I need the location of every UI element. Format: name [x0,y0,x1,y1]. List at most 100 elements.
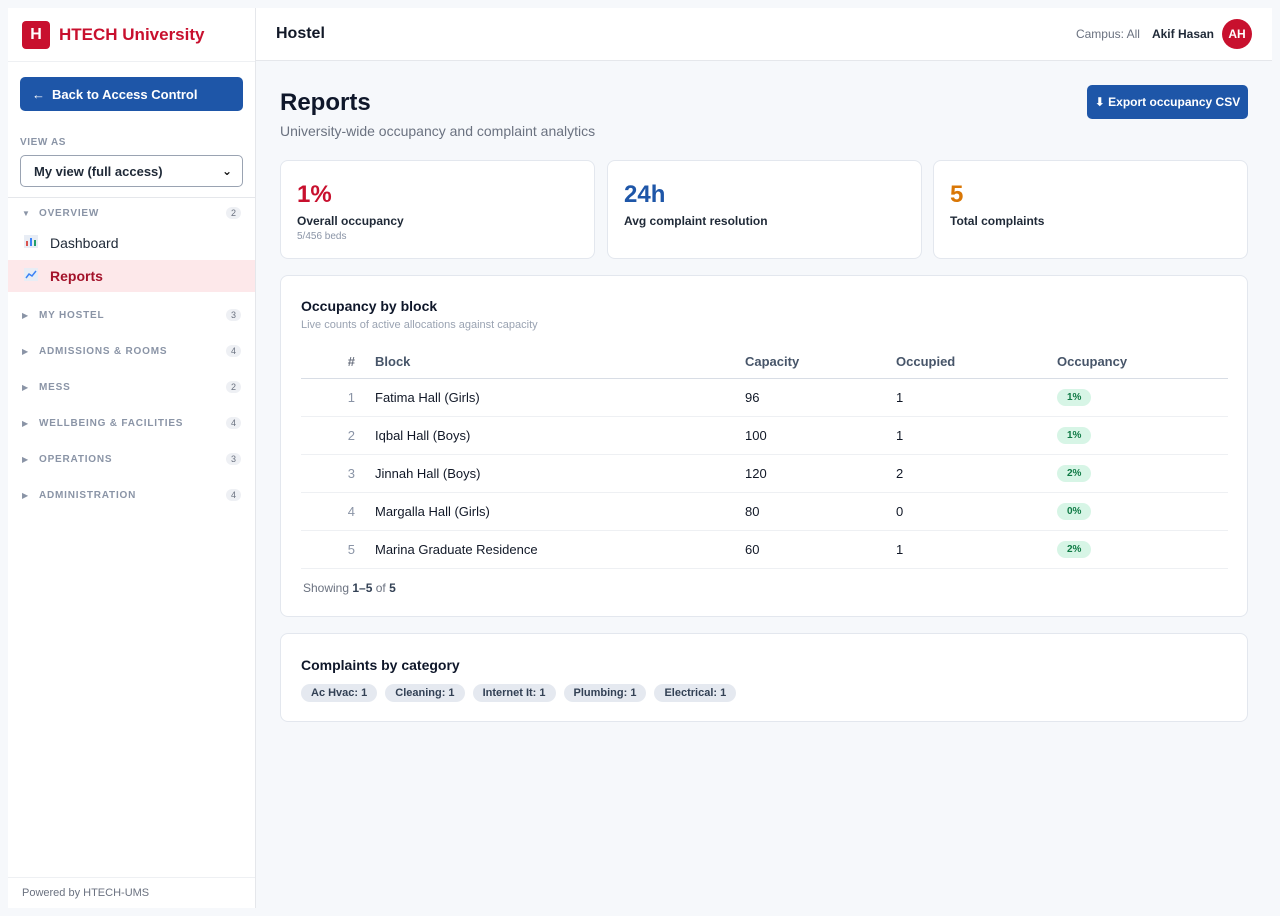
table-row[interactable]: 3 Jinnah Hall (Boys) 120 2 2% [301,454,1228,493]
capacity: 80 [745,492,896,531]
nav-group-wellbeing-facilities[interactable]: ▶ WELLBEING & FACILITIES 4 [8,413,255,433]
caret-down-icon: ▼ [22,208,30,218]
back-to-access-control-button[interactable]: ← Back to Access Control [20,77,243,111]
occupancy-badge: 0% [1057,503,1092,520]
caret-right-icon: ▶ [22,382,29,392]
column-header-capacity[interactable]: Capacity [745,346,896,379]
sidebar-item-label: Reports [50,268,103,284]
page-title: Reports [280,89,371,116]
occupied: 1 [896,530,1057,569]
nav-group-label: MESS [39,381,71,393]
table-row[interactable]: 1 Fatima Hall (Girls) 96 1 1% [301,378,1228,417]
column-header-occupancy[interactable]: Occupancy [1057,346,1228,379]
sidebar-item-dashboard[interactable]: Dashboard [8,227,255,259]
back-button-label: Back to Access Control [52,86,198,102]
avatar[interactable]: AH [1222,19,1252,49]
table-row[interactable]: 2 Iqbal Hall (Boys) 100 1 1% [301,416,1228,455]
page-subtitle: University-wide occupancy and complaint … [280,123,596,139]
stat-sub: 5/456 beds [297,231,347,242]
sidebar: H HTECH University ← Back to Access Cont… [8,8,256,908]
user-name[interactable]: Akif Hasan [1151,27,1214,41]
nav-group-count: 3 [225,453,241,465]
row-number: 4 [301,492,375,531]
block-name: Margalla Hall (Girls) [375,492,745,531]
nav-group-label: MY HOSTEL [39,309,105,321]
showing-prefix: Showing [303,581,353,595]
occupancy-cell: 0% [1057,492,1228,531]
column-header-occupied[interactable]: Occupied [896,346,1057,379]
block-name: Fatima Hall (Girls) [375,378,745,417]
line-chart-icon [24,268,50,284]
sidebar-item-reports[interactable]: Reports [8,260,255,292]
occupancy-badge: 1% [1057,427,1092,444]
occupied: 1 [896,378,1057,417]
nav-group-count: 4 [225,489,241,501]
nav-group-my-hostel[interactable]: ▶ MY HOSTEL 3 [8,305,255,325]
showing-range: 1–5 [352,581,373,595]
capacity: 60 [745,530,896,569]
powered-by: Powered by HTECH-UMS [8,877,255,899]
chevron-down-icon: ⌄ [221,164,232,178]
nav-group-admissions-rooms[interactable]: ▶ ADMISSIONS & ROOMS 4 [8,341,255,361]
caret-right-icon: ▶ [22,454,29,464]
card-title: Occupancy by block [301,298,438,314]
block-name: Marina Graduate Residence [375,530,745,569]
nav-group-count: 4 [225,417,241,429]
nav-group-label: OVERVIEW [39,207,100,219]
nav-group-administration[interactable]: ▶ ADMINISTRATION 4 [8,485,255,505]
occupancy-cell: 2% [1057,454,1228,493]
complaint-tag: Electrical: 1 [654,684,737,702]
row-number: 2 [301,416,375,455]
stat-value: 1% [297,181,332,208]
stat-label: Avg complaint resolution [624,214,768,228]
table-header-row: # Block Capacity Occupied Occupancy [301,346,1228,379]
occupancy-badge: 1% [1057,389,1092,406]
nav-group-label: ADMINISTRATION [39,489,137,501]
occupied: 0 [896,492,1057,531]
occupancy-badge: 2% [1057,465,1092,482]
capacity: 96 [745,378,896,417]
stat-card-avg-resolution: 24h Avg complaint resolution [607,160,922,259]
nav-group-mess[interactable]: ▶ MESS 2 [8,377,255,397]
export-occupancy-csv-button[interactable]: ⬇ Export occupancy CSV [1087,85,1248,119]
table-row[interactable]: 5 Marina Graduate Residence 60 1 2% [301,530,1228,569]
nav-group-label: OPERATIONS [39,453,113,465]
nav-group-count: 3 [225,309,241,321]
caret-right-icon: ▶ [22,310,29,320]
nav-group-overview[interactable]: ▼ OVERVIEW 2 [8,203,255,223]
pagination-summary: Showing 1–5 of 5 [303,581,396,595]
complaint-tag: Ac Hvac: 1 [301,684,378,702]
complaint-tags: Ac Hvac: 1 Cleaning: 1 Internet It: 1 Pl… [301,684,1227,702]
block-name: Iqbal Hall (Boys) [375,416,745,455]
capacity: 100 [745,416,896,455]
module-title: Hostel [276,25,325,42]
occupancy-cell: 1% [1057,416,1228,455]
nav-group-operations[interactable]: ▶ OPERATIONS 3 [8,449,255,469]
nav-group-count: 2 [225,381,241,393]
stat-value: 24h [624,181,666,208]
occupancy-cell: 2% [1057,530,1228,569]
row-number: 5 [301,530,375,569]
column-header-number[interactable]: # [301,346,375,379]
view-as-value: My view (full access) [34,163,163,179]
occupancy-table: # Block Capacity Occupied Occupancy 1 Fa… [301,346,1228,569]
capacity: 120 [745,454,896,493]
column-header-block[interactable]: Block [375,346,745,379]
card-title: Complaints by category [301,657,460,673]
table-row[interactable]: 4 Margalla Hall (Girls) 80 0 0% [301,492,1228,531]
stat-label: Total complaints [950,214,1045,228]
campus-filter[interactable]: Campus: All [1075,27,1140,41]
stat-label: Overall occupancy [297,214,404,228]
card-subtitle: Live counts of active allocations agains… [301,319,538,331]
occupancy-badge: 2% [1057,541,1092,558]
caret-right-icon: ▶ [22,346,29,356]
brand[interactable]: H HTECH University [8,8,255,62]
caret-right-icon: ▶ [22,490,29,500]
complaints-card: Complaints by category Ac Hvac: 1 Cleani… [280,633,1248,722]
view-as-select[interactable]: My view (full access) ⌄ [20,155,243,187]
showing-of: of [372,581,390,595]
stat-value: 5 [950,181,964,208]
topbar: Hostel Campus: All Akif Hasan AH [256,8,1272,61]
bar-chart-icon [24,235,50,251]
nav-group-label: WELLBEING & FACILITIES [39,417,184,429]
